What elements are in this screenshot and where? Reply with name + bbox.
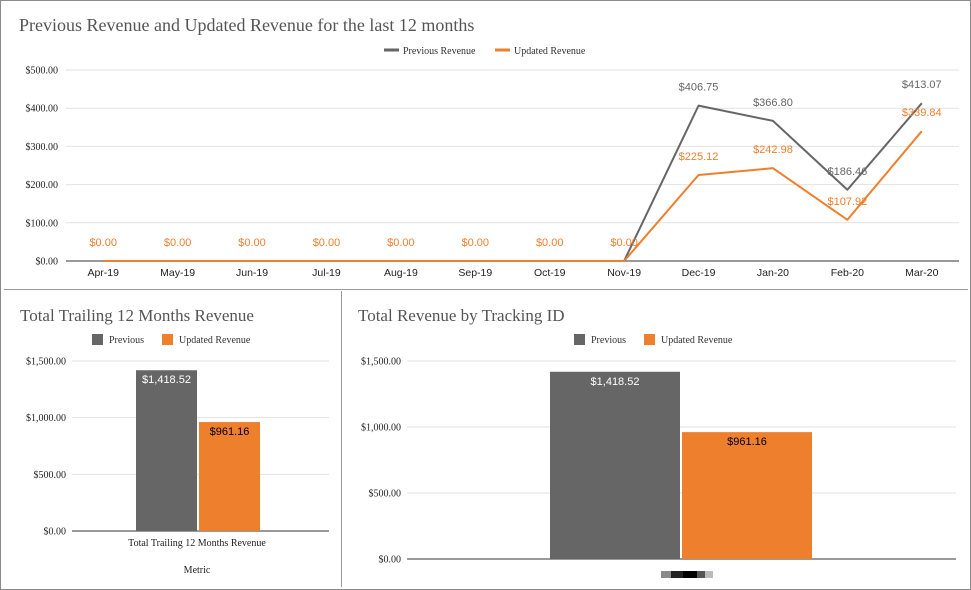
x-tick-label: Aug-19	[384, 267, 418, 279]
y-tick-label: $1,500.00	[361, 357, 401, 368]
legend-swatch-previous	[574, 334, 585, 345]
updated-data-label: $242.98	[753, 144, 793, 156]
y-tick-label: $400.00	[26, 104, 59, 115]
updated-data-label: $225.12	[679, 151, 719, 163]
updated-data-label: $0.00	[387, 237, 415, 249]
x-tick-label: Feb-20	[831, 267, 864, 279]
updated-data-label: $0.00	[89, 237, 117, 249]
tracking-id-panel: Total Revenue by Tracking ID Previous Up…	[344, 291, 968, 587]
trailing-revenue-category-label: Total Trailing 12 Months Revenue	[128, 538, 266, 549]
redaction-block	[661, 571, 671, 578]
legend-swatch-updated-revenue	[162, 334, 173, 345]
previous-data-label: $406.75	[679, 82, 719, 94]
trailing-revenue-panel: Total Trailing 12 Months Revenue Previou…	[4, 291, 342, 587]
tracking-id-legend: Previous Updated Revenue	[574, 334, 733, 346]
updated-revenue-bar	[199, 422, 260, 531]
line-chart-data-labels: $406.75 $366.80 $186.46 $413.07 $0.00 $0.00 $0…	[89, 79, 941, 249]
tracking-id-y-axis: $0.00 $500.00 $1,000.00 $1,500.00	[361, 357, 401, 566]
previous-bar	[136, 370, 197, 531]
updated-data-label: $107.92	[827, 196, 867, 208]
trailing-revenue-y-axis: $0.00 $500.00 $1,000.00 $1,500.00	[26, 357, 66, 538]
y-tick-label: $1,000.00	[26, 413, 66, 424]
y-tick-label: $500.00	[369, 489, 402, 500]
legend-label-previous: Previous	[109, 335, 144, 346]
legend-label-previous: Previous	[591, 335, 626, 346]
previous-revenue-line	[103, 102, 923, 262]
y-tick-label: $1,000.00	[361, 423, 401, 434]
line-chart-title: Previous Revenue and Updated Revenue for…	[19, 15, 474, 35]
x-tick-label: Mar-20	[905, 267, 938, 279]
tracking-id-gridlines	[407, 360, 956, 560]
x-tick-label: Jan-20	[757, 267, 789, 279]
tracking-id-chart-svg: Total Revenue by Tracking ID Previous Up…	[358, 306, 956, 578]
y-tick-label: $0.00	[36, 257, 59, 268]
legend-label-updated-revenue: Updated Revenue	[661, 335, 733, 346]
tracking-id-title: Total Revenue by Tracking ID	[358, 306, 565, 325]
y-tick-label: $500.00	[34, 470, 67, 481]
updated-data-label: $0.00	[462, 237, 490, 249]
bar-data-label: $1,418.52	[591, 376, 640, 388]
x-tick-label: Sep-19	[458, 267, 492, 279]
y-tick-label: $1,500.00	[26, 357, 66, 368]
x-tick-label: Jul-19	[312, 267, 341, 279]
line-chart-gridlines	[66, 69, 959, 262]
trailing-revenue-chart-svg: Total Trailing 12 Months Revenue Previou…	[20, 306, 329, 576]
previous-data-label: $366.80	[753, 97, 793, 109]
redacted-category-label	[661, 571, 713, 578]
x-tick-label: Apr-19	[87, 267, 119, 279]
previous-bar	[550, 371, 680, 559]
legend-label-previous-revenue: Previous Revenue	[403, 46, 476, 57]
redaction-block	[697, 571, 705, 578]
updated-data-label: $0.00	[238, 237, 266, 249]
y-tick-label: $100.00	[26, 218, 59, 229]
line-chart-panel: Previous Revenue and Updated Revenue for…	[4, 4, 968, 290]
updated-revenue-line	[103, 130, 923, 262]
x-tick-label: Oct-19	[534, 267, 566, 279]
redaction-block	[683, 571, 697, 578]
legend-swatch-previous	[92, 334, 103, 345]
updated-data-label: $0.00	[164, 237, 192, 249]
y-tick-label: $300.00	[26, 142, 59, 153]
trailing-revenue-legend: Previous Updated Revenue	[92, 334, 251, 346]
bar-data-label: $961.16	[727, 436, 767, 448]
updated-data-label: $339.84	[902, 107, 942, 119]
tracking-id-bars: $1,418.52 $961.16	[550, 371, 812, 559]
trailing-revenue-bars: $1,418.52 $961.16	[136, 370, 260, 531]
legend-label-updated-revenue: Updated Revenue	[179, 335, 251, 346]
line-chart-x-axis: Apr-19 May-19 Jun-19 Jul-19 Aug-19 Sep-19 Oct-…	[87, 267, 938, 279]
trailing-revenue-x-axis-title: Metric	[184, 565, 211, 576]
redaction-block	[671, 571, 683, 578]
previous-data-label: $413.07	[902, 79, 942, 91]
redaction-block	[705, 571, 713, 578]
previous-data-label: $186.46	[827, 166, 867, 178]
updated-data-label: $0.00	[610, 237, 638, 249]
legend-swatch-updated-revenue	[644, 334, 655, 345]
line-chart-y-axis: $0.00 $100.00 $200.00 $300.00 $400.00 $500.00	[26, 66, 59, 268]
legend-label-updated-revenue: Updated Revenue	[514, 46, 586, 57]
updated-data-label: $0.00	[313, 237, 341, 249]
line-chart-svg: Previous Revenue and Updated Revenue for…	[19, 15, 959, 279]
line-chart-series	[103, 102, 923, 262]
y-tick-label: $500.00	[26, 66, 59, 77]
x-tick-label: Jun-19	[236, 267, 268, 279]
x-tick-label: May-19	[160, 267, 195, 279]
updated-data-label: $0.00	[536, 237, 564, 249]
bar-data-label: $1,418.52	[142, 374, 191, 386]
x-tick-label: Dec-19	[682, 267, 716, 279]
updated-revenue-bar	[682, 432, 812, 559]
y-tick-label: $0.00	[379, 555, 402, 566]
x-tick-label: Nov-19	[607, 267, 641, 279]
trailing-revenue-title: Total Trailing 12 Months Revenue	[20, 306, 254, 325]
bar-data-label: $961.16	[210, 426, 250, 438]
line-chart-legend: Previous Revenue Updated Revenue	[384, 46, 586, 57]
y-tick-label: $200.00	[26, 180, 59, 191]
y-tick-label: $0.00	[44, 527, 67, 538]
